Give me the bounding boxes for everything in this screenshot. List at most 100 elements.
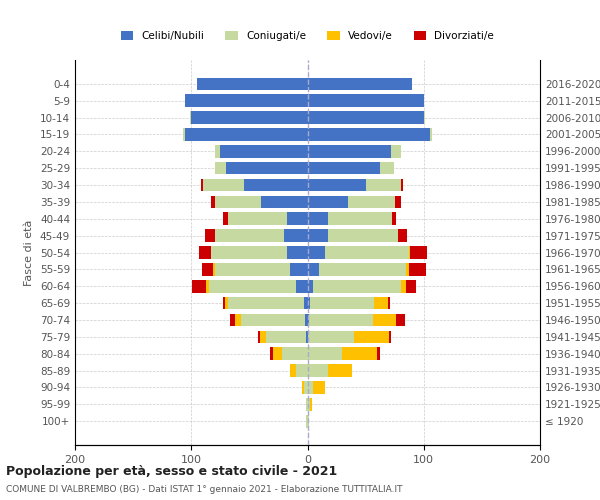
Bar [389, 330, 391, 343]
Bar [308, 196, 348, 208]
Bar [206, 280, 209, 292]
Bar [310, 297, 374, 310]
Bar [406, 263, 409, 276]
Bar [325, 246, 409, 259]
Bar [308, 348, 343, 360]
Bar [308, 330, 354, 343]
Bar [193, 280, 206, 292]
Bar [287, 246, 308, 259]
Bar [391, 145, 401, 158]
Bar [308, 111, 424, 124]
Bar [354, 330, 389, 343]
Bar [223, 297, 225, 310]
Bar [305, 314, 308, 326]
Bar [209, 280, 296, 292]
Bar [365, 178, 401, 192]
Bar [191, 111, 308, 124]
Bar [409, 263, 426, 276]
Bar [211, 246, 287, 259]
Bar [284, 230, 308, 242]
Bar [313, 381, 325, 394]
Bar [308, 94, 424, 107]
Bar [183, 128, 185, 141]
Bar [215, 145, 220, 158]
Bar [308, 178, 365, 192]
Bar [307, 415, 308, 428]
Bar [197, 78, 308, 90]
Bar [190, 111, 191, 124]
Bar [308, 364, 328, 377]
Bar [260, 330, 266, 343]
Bar [257, 330, 260, 343]
Text: COMUNE DI VALBREMBO (BG) - Dati ISTAT 1° gennaio 2021 - Elaborazione TUTTITALIA.: COMUNE DI VALBREMBO (BG) - Dati ISTAT 1°… [6, 485, 403, 494]
Bar [229, 212, 287, 225]
Bar [296, 280, 308, 292]
Legend: Celibi/Nubili, Coniugati/e, Vedovi/e, Divorziati/e: Celibi/Nubili, Coniugati/e, Vedovi/e, Di… [117, 26, 498, 46]
Bar [272, 348, 282, 360]
Bar [185, 128, 308, 141]
Bar [215, 263, 290, 276]
Bar [388, 297, 390, 310]
Bar [202, 263, 214, 276]
Bar [401, 280, 406, 292]
Bar [308, 212, 328, 225]
Bar [406, 280, 416, 292]
Bar [307, 398, 308, 410]
Bar [410, 246, 427, 259]
Bar [226, 162, 308, 174]
Bar [392, 212, 396, 225]
Bar [308, 230, 328, 242]
Bar [211, 196, 215, 208]
Bar [308, 145, 391, 158]
Bar [396, 314, 405, 326]
Bar [380, 162, 394, 174]
Bar [304, 297, 308, 310]
Bar [308, 297, 310, 310]
Bar [373, 314, 396, 326]
Bar [377, 348, 380, 360]
Bar [302, 381, 304, 394]
Bar [290, 364, 296, 377]
Bar [328, 364, 352, 377]
Bar [343, 348, 377, 360]
Bar [348, 196, 395, 208]
Bar [185, 94, 308, 107]
Bar [261, 196, 308, 208]
Bar [220, 145, 308, 158]
Bar [244, 178, 308, 192]
Text: Popolazione per età, sesso e stato civile - 2021: Popolazione per età, sesso e stato civil… [6, 465, 337, 478]
Bar [229, 297, 304, 310]
Bar [313, 280, 401, 292]
Bar [205, 230, 215, 242]
Bar [307, 330, 308, 343]
Bar [215, 196, 261, 208]
Bar [308, 246, 325, 259]
Bar [203, 178, 244, 192]
Bar [424, 111, 425, 124]
Bar [266, 330, 307, 343]
Bar [409, 246, 410, 259]
Bar [215, 230, 284, 242]
Bar [308, 381, 313, 394]
Bar [225, 297, 229, 310]
Bar [308, 314, 373, 326]
Bar [223, 212, 229, 225]
Bar [287, 212, 308, 225]
Bar [290, 263, 308, 276]
Bar [308, 398, 310, 410]
Bar [308, 162, 380, 174]
Bar [214, 263, 215, 276]
Bar [310, 398, 312, 410]
Bar [308, 263, 319, 276]
Bar [235, 314, 241, 326]
Bar [304, 381, 308, 394]
Bar [308, 128, 430, 141]
Bar [398, 230, 407, 242]
Bar [395, 196, 401, 208]
Bar [401, 178, 403, 192]
Bar [328, 230, 398, 242]
Bar [230, 314, 235, 326]
Bar [374, 297, 388, 310]
Bar [200, 178, 203, 192]
Bar [296, 364, 308, 377]
